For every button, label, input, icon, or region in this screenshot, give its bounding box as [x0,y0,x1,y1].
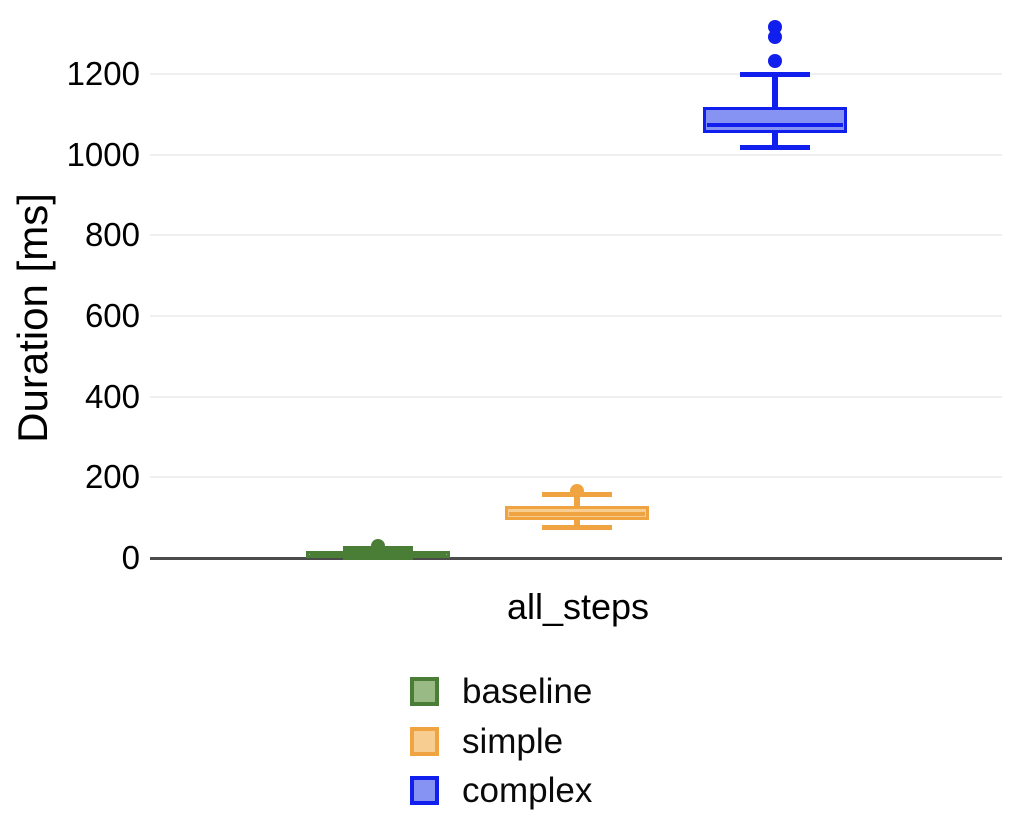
legend-item-simple: simple [410,721,592,761]
legend-swatch-baseline-icon [410,677,439,706]
gridline-800 [150,234,1002,237]
gridline-200 [150,476,1002,479]
median-line-complex [707,123,843,128]
gridline-600 [150,315,1002,317]
outlier-dot-complex-1 [768,30,782,45]
legend-label-baseline: baseline [462,672,593,711]
whisker-cap-low-complex [740,145,810,151]
y-tick-label-600: 600 [84,297,140,334]
outlier-dot-complex-2 [768,20,782,35]
legend-item-complex: complex [410,771,593,810]
y-tick-label-800: 800 [84,216,140,254]
legend-swatch-complex-icon [410,776,439,805]
outlier-dot-complex-0 [768,54,782,69]
legend-swatch-simple-icon [410,726,439,756]
legend: baseline simple complex [410,672,593,826]
box-complex [703,107,847,134]
outlier-dot-baseline-0 [371,538,385,553]
median-line-simple [509,511,645,516]
gridline-1000 [150,153,1002,156]
y-tick-label-0: 0 [121,539,140,576]
legend-label-complex: complex [462,771,593,810]
legend-item-baseline: baseline [410,672,593,711]
y-tick-label-1200: 1200 [66,55,140,92]
plot-area: 0 200 400 600 800 1000 1200 [66,20,1002,576]
y-tick-label-400: 400 [84,377,140,415]
legend-label-simple: simple [462,721,564,761]
x-axis-line [150,557,1002,560]
gridline-1200 [150,73,1002,75]
gridline-400 [150,395,1002,398]
whisker-cap-high-complex [740,71,810,77]
x-axis-label: all_steps [506,586,650,627]
outlier-dot-simple-0 [570,484,584,499]
median-line-baseline [310,551,446,556]
whisker-cap-low-simple [542,524,612,530]
y-tick-label-200: 200 [84,458,140,496]
y-tick-label-1000: 1000 [66,135,140,173]
